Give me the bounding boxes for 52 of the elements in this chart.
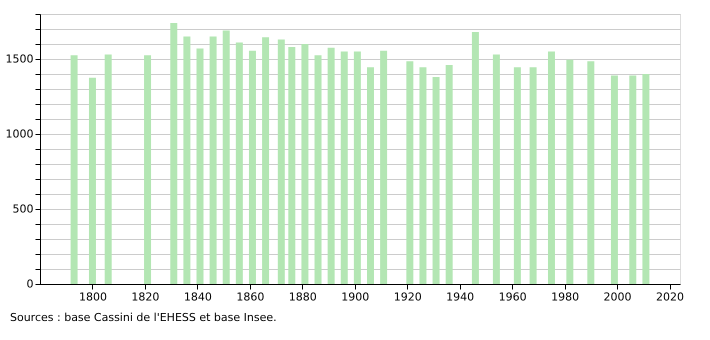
bar bbox=[340, 52, 348, 284]
x-tick-label: 1820 bbox=[131, 290, 160, 304]
x-tick-label: 2020 bbox=[656, 290, 684, 304]
x-tick-label: 1840 bbox=[184, 290, 212, 304]
bar bbox=[248, 50, 256, 284]
bar bbox=[70, 55, 78, 284]
bar bbox=[380, 50, 388, 284]
bar bbox=[88, 78, 96, 284]
bar bbox=[210, 36, 217, 284]
bar bbox=[432, 77, 440, 284]
bar bbox=[222, 30, 230, 284]
bar bbox=[446, 65, 453, 284]
bar bbox=[144, 55, 152, 284]
x-tick-label: 2000 bbox=[604, 290, 632, 304]
bar bbox=[514, 67, 521, 284]
bar bbox=[288, 47, 296, 284]
bar bbox=[472, 32, 479, 284]
x-tick-label: 1860 bbox=[236, 290, 264, 304]
bar bbox=[642, 74, 650, 284]
bar bbox=[262, 37, 270, 284]
x-tick-label: 1880 bbox=[288, 290, 317, 304]
y-tick-label: 1000 bbox=[6, 128, 34, 140]
x-tick-label: 1800 bbox=[78, 290, 107, 304]
bar bbox=[492, 54, 500, 284]
bar bbox=[236, 42, 243, 284]
source-note: Sources : base Cassini de l'EHESS et base Insee. bbox=[10, 311, 277, 324]
y-tick-label: 1500 bbox=[6, 52, 34, 66]
x-tick-label: 1960 bbox=[498, 290, 527, 304]
bar bbox=[548, 52, 555, 284]
bar bbox=[278, 40, 285, 284]
y-tick-label: 500 bbox=[12, 202, 34, 216]
x-tick-label: 1920 bbox=[394, 290, 422, 304]
bar bbox=[104, 54, 112, 284]
bar bbox=[183, 36, 190, 284]
bar bbox=[566, 60, 574, 284]
bar bbox=[587, 61, 594, 284]
bar bbox=[170, 23, 178, 284]
bar bbox=[629, 76, 636, 284]
bar bbox=[328, 48, 335, 284]
bar bbox=[366, 67, 374, 284]
bar bbox=[530, 67, 537, 284]
bar bbox=[301, 44, 308, 284]
x-tick-label: 1940 bbox=[446, 290, 474, 304]
x-tick-label: 1980 bbox=[551, 290, 580, 304]
bar bbox=[419, 67, 426, 284]
bar bbox=[196, 48, 204, 284]
bar bbox=[354, 52, 361, 284]
bar bbox=[610, 76, 618, 284]
y-tick-label: 0 bbox=[26, 278, 34, 290]
x-tick-label: 1900 bbox=[341, 290, 370, 304]
bar bbox=[314, 55, 322, 284]
bar bbox=[406, 61, 414, 284]
